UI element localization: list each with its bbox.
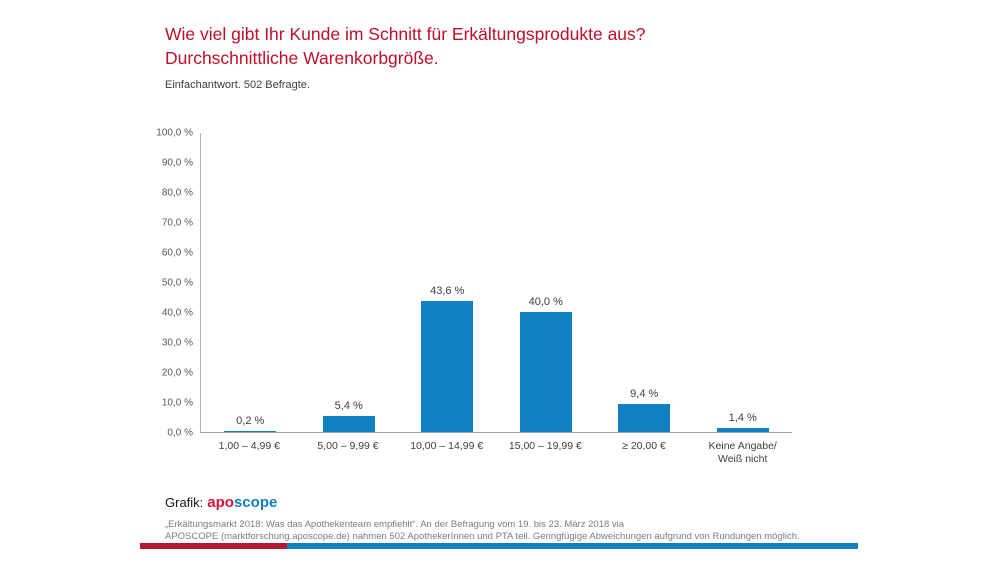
bar-column: 0,2 % (201, 415, 300, 432)
bar-column: 40,0 % (497, 296, 596, 432)
bar-value-label: 40,0 % (528, 296, 563, 308)
bar (421, 301, 474, 432)
x-category-label: 5,00 – 9,99 € (317, 440, 379, 452)
bar-value-label: 43,6 % (430, 285, 465, 298)
y-tick-label: 0,0 % (167, 427, 193, 439)
bar (618, 403, 671, 432)
bar-column: 9,4 % (595, 388, 694, 432)
y-tick-label: 40,0 % (161, 307, 193, 319)
bar-value-label: 1,4 % (728, 411, 757, 424)
y-tick-label: 70,0 % (161, 217, 193, 229)
bar (322, 415, 375, 432)
bar-chart: 100,0 % 90,0 % 80,0 % 70,0 % 60,0 % 50,0 % 40,… (150, 128, 810, 466)
x-category-label: 10,00 – 14,99 € (410, 440, 484, 452)
x-category-label: ≥ 20,00 € (622, 440, 666, 452)
x-axis-labels: 1,00 – 4,99 € 5,00 – 9,99 € 10,00 – 14,99 … (200, 440, 792, 466)
x-category-label: 1,00 – 4,99 € (218, 440, 280, 452)
footnote: „Erkältungsmarkt 2018: Was das Apotheken… (165, 519, 865, 543)
bottom-stripe-red (140, 543, 287, 549)
y-tick-label: 20,0 % (161, 367, 193, 379)
y-axis: 100,0 % 90,0 % 80,0 % 70,0 % 60,0 % 50,0 % 40,… (150, 128, 200, 439)
bar (224, 431, 277, 432)
y-tick-label: 30,0 % (161, 337, 193, 349)
footer-brand: Grafik: aposcope (165, 494, 277, 511)
y-tick-label: 60,0 % (161, 247, 193, 259)
bar-column: 1,4 % (694, 412, 793, 432)
y-tick-label: 50,0 % (161, 277, 193, 289)
bars-container: 0,2 % 5,4 % 43,6 % 40,0 % 9,4 % 1,4 % (201, 133, 792, 432)
plot-area: 0,2 % 5,4 % 43,6 % 40,0 % 9,4 % 1,4 % (200, 133, 792, 433)
brand-apo: apo (207, 494, 234, 511)
grafik-label: Grafik: (165, 495, 204, 510)
chart-title: Wie viel gibt Ihr Kunde im Schnitt für E… (165, 22, 805, 70)
bottom-stripe (140, 543, 858, 549)
footnote-line1: „Erkältungsmarkt 2018: Was das Apotheken… (165, 519, 625, 530)
bar-value-label: 9,4 % (630, 387, 659, 400)
bar (519, 312, 572, 432)
y-tick-label: 10,0 % (161, 397, 193, 409)
bar-column: 43,6 % (398, 285, 497, 432)
bar-column: 5,4 % (300, 400, 399, 432)
brand-scope: scope (233, 494, 278, 511)
bar-value-label: 5,4 % (334, 399, 363, 412)
footnote-line2: APOSCOPE (marktforschung.aposcope.de) na… (165, 531, 800, 542)
bar (716, 427, 769, 432)
chart-title-line1: Wie viel gibt Ihr Kunde im Schnitt für E… (165, 24, 646, 44)
x-category-label: Keine Angabe/ Weiß nicht (708, 440, 777, 465)
bottom-stripe-blue (287, 543, 858, 549)
bar-value-label: 0,2 % (236, 415, 265, 427)
y-tick-label: 80,0 % (161, 187, 193, 199)
y-tick-label: 100,0 % (156, 127, 193, 139)
chart-subtitle: Einfachantwort. 502 Befragte. (165, 79, 310, 91)
y-tick-label: 90,0 % (161, 157, 193, 169)
chart-title-line2: Durchschnittliche Warenkorbgröße. (165, 48, 439, 68)
x-category-label: 15,00 – 19,99 € (508, 440, 582, 452)
